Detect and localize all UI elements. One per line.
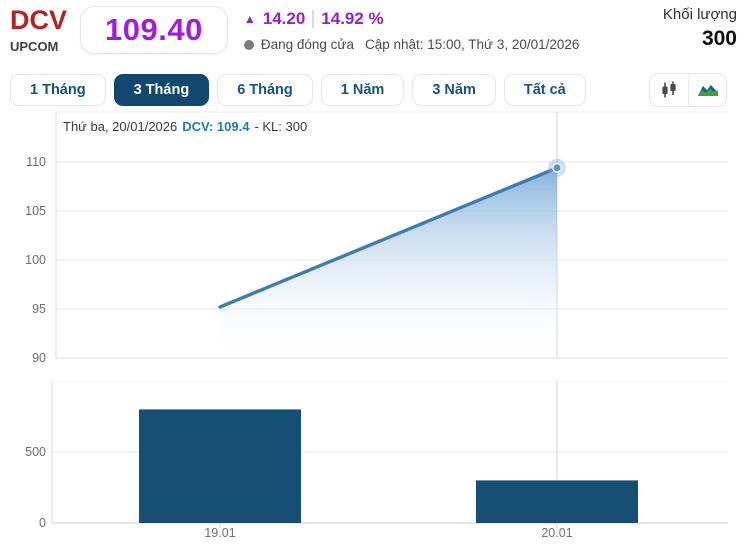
volume-chart-panel[interactable]: 0 500 19.01 20.01 — [0, 376, 753, 544]
ticker-block: DCV UPCOM — [10, 5, 68, 54]
range-tab-3-nam[interactable]: 3 Năm — [412, 74, 496, 106]
tooltip-volume: - KL: 300 — [254, 119, 308, 134]
chart-type-area-button[interactable] — [688, 74, 726, 106]
volume-value: 300 — [701, 27, 737, 50]
change-divider — [312, 10, 315, 28]
x-axis-tick-label: 20.01 — [541, 526, 572, 540]
y-axis-tick-label: 110 — [26, 155, 46, 169]
y-axis-tick-label: 100 — [25, 253, 46, 267]
last-point-dot — [552, 162, 562, 173]
price-line — [218, 166, 559, 309]
market-status: Đang đóng cửa — [260, 37, 354, 52]
tooltip-price: DCV: 109.4 — [182, 119, 250, 134]
volume-bar[interactable] — [139, 409, 301, 523]
price-chart[interactable]: 90 95 100 105 110 — [0, 108, 753, 370]
area-chart-icon — [697, 85, 718, 96]
status-row: Đang đóng cửa Cập nhật: 15:00, Thứ 3, 20… — [243, 37, 580, 52]
y-axis-tick-label: 95 — [32, 302, 46, 316]
price-chart-panel[interactable]: Thứ ba, 20/01/2026 DCV: 109.4 - KL: 300 … — [0, 108, 753, 370]
chart-type-candlestick-button[interactable] — [650, 74, 688, 106]
chart-type-group — [649, 73, 727, 107]
header: DCV UPCOM 109.40 ▲ 14.20 14.92 % Đang đó… — [10, 5, 737, 54]
y-axis-tick-label: 90 — [32, 351, 46, 365]
change-row: ▲ 14.20 14.92 % — [244, 9, 580, 29]
current-price: 109.40 — [105, 12, 203, 47]
status-dot-icon — [243, 39, 254, 50]
chart-tooltip: Thứ ba, 20/01/2026 DCV: 109.4 - KL: 300 — [63, 119, 307, 134]
y-axis-tick-label: 0 — [39, 516, 46, 530]
range-tab-3-thang[interactable]: 3 Tháng — [113, 74, 210, 106]
volume-chart[interactable]: 0 500 19.01 20.01 — [0, 376, 753, 544]
exchange-label: UPCOM — [10, 38, 59, 54]
update-time: Cập nhật: 15:00, Thứ 3, 20/01/2026 — [364, 37, 580, 52]
volume-block: Khối lượng 300 — [663, 6, 737, 51]
candlestick-icon — [662, 81, 676, 98]
toolbar: 1 Tháng 3 Tháng 6 Tháng 1 Năm 3 Năm Tất cả — [10, 73, 727, 107]
volume-label: Khối lượng — [662, 6, 737, 23]
percent-change: 14.92 % — [321, 9, 384, 28]
ticker-symbol: DCV — [10, 5, 68, 35]
range-tab-1-nam[interactable]: 1 Năm — [320, 74, 405, 106]
tooltip-date: Thứ ba, 20/01/2026 — [63, 119, 178, 134]
y-axis-tick-label: 500 — [25, 445, 46, 459]
y-axis-tick-label: 105 — [25, 204, 46, 218]
x-axis-tick-label: 19.01 — [204, 526, 235, 540]
price-box: 109.40 — [80, 6, 228, 54]
price-area-fill — [220, 167, 557, 358]
range-tabs: 1 Tháng 3 Tháng 6 Tháng 1 Năm 3 Năm Tất cả — [10, 74, 586, 106]
range-tab-tat-ca[interactable]: Tất cả — [503, 74, 586, 106]
change-block: ▲ 14.20 14.92 % Đang đóng cửa Cập nhật: … — [243, 6, 580, 52]
up-arrow-icon: ▲ — [243, 12, 256, 26]
volume-bar[interactable] — [476, 480, 638, 523]
range-tab-1-thang[interactable]: 1 Tháng — [10, 74, 106, 106]
range-tab-6-thang[interactable]: 6 Tháng — [217, 74, 313, 106]
price-change: 14.20 — [262, 9, 306, 28]
